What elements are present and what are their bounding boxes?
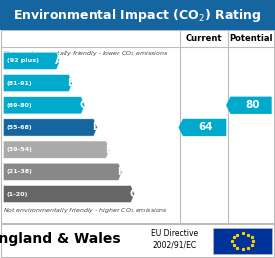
Text: (69-80): (69-80)	[7, 103, 32, 108]
Text: Very environmentally friendly - lower CO$_2$ emissions: Very environmentally friendly - lower CO…	[3, 49, 169, 58]
Text: G: G	[130, 189, 138, 199]
Polygon shape	[3, 52, 60, 70]
Text: F: F	[117, 167, 124, 177]
Text: (55-68): (55-68)	[7, 125, 32, 130]
Bar	[1, 224, 274, 257]
Polygon shape	[3, 185, 134, 203]
Text: (39-54): (39-54)	[7, 147, 32, 152]
Polygon shape	[3, 96, 85, 114]
Text: (81-91): (81-91)	[7, 80, 32, 86]
Polygon shape	[226, 96, 272, 114]
Text: Current: Current	[186, 34, 222, 43]
Text: 64: 64	[199, 123, 213, 132]
Text: Potential: Potential	[229, 34, 273, 43]
Text: C: C	[80, 100, 87, 110]
Polygon shape	[3, 119, 97, 136]
Text: EU Directive
2002/91/EC: EU Directive 2002/91/EC	[151, 229, 198, 250]
Text: (1-20): (1-20)	[7, 191, 28, 197]
Polygon shape	[3, 74, 73, 92]
Bar	[0, 0, 275, 30]
Text: A: A	[55, 56, 63, 66]
Text: (21-38): (21-38)	[7, 169, 32, 174]
Bar	[213, 228, 272, 254]
Text: B: B	[68, 78, 75, 88]
Text: England & Wales: England & Wales	[0, 232, 121, 246]
Text: Not environmentally friendly - higher CO$_2$ emissions: Not environmentally friendly - higher CO…	[3, 206, 168, 215]
Polygon shape	[178, 119, 226, 136]
Polygon shape	[3, 163, 122, 181]
Text: E: E	[105, 145, 111, 155]
Bar	[1, 30, 274, 223]
Text: Environmental Impact (CO$_2$) Rating: Environmental Impact (CO$_2$) Rating	[13, 7, 262, 24]
Text: (92 plus): (92 plus)	[7, 58, 39, 63]
Text: 80: 80	[245, 100, 260, 110]
Text: D: D	[92, 123, 100, 132]
Polygon shape	[3, 141, 110, 158]
